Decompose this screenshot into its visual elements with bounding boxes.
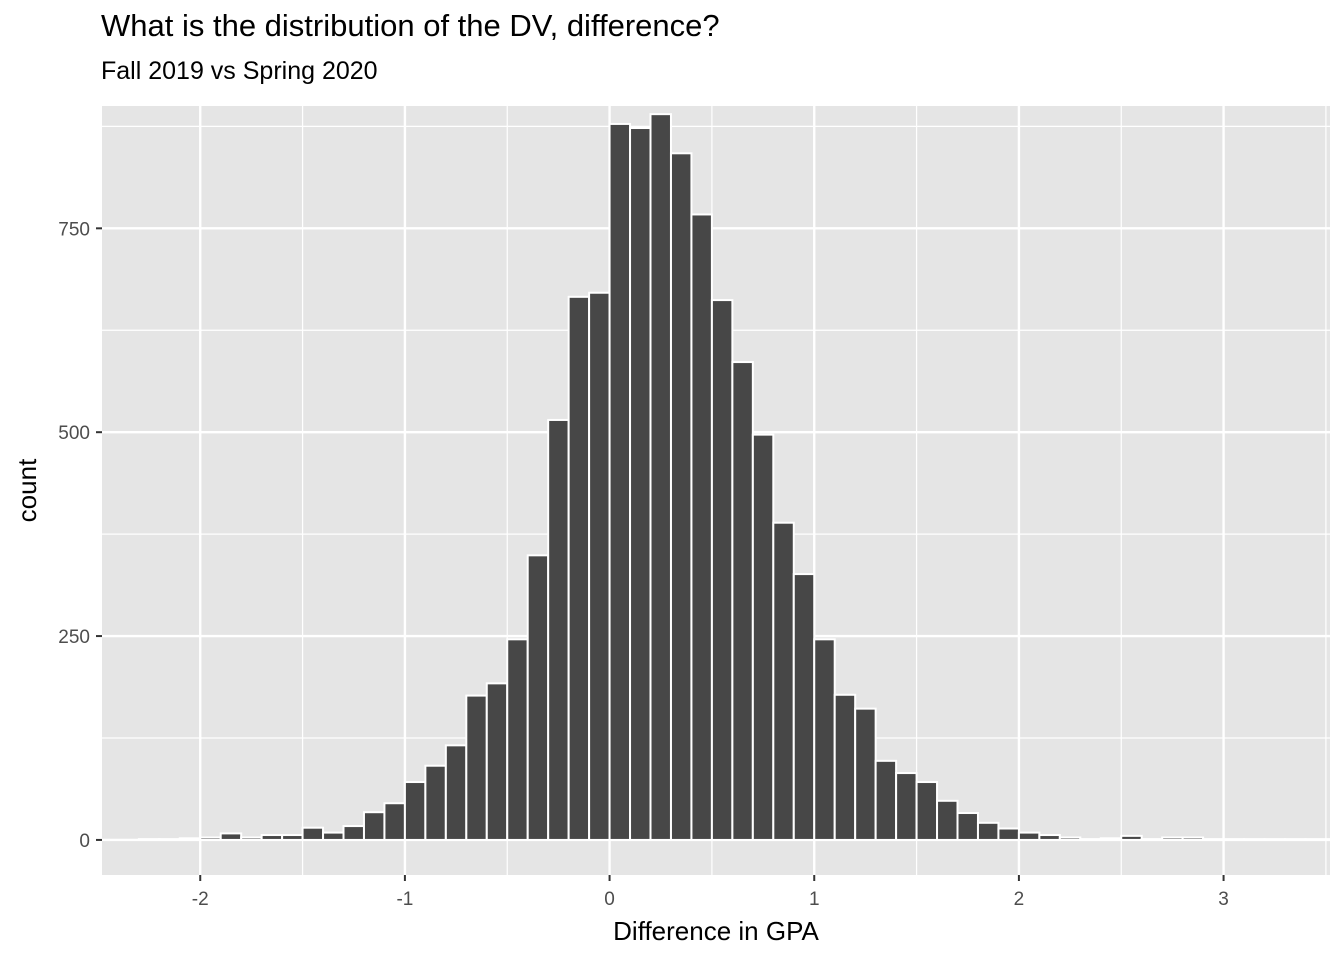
histogram-bar xyxy=(772,521,795,841)
histogram-bar xyxy=(997,827,1020,841)
histogram-bar xyxy=(1283,838,1307,841)
histogram-bar xyxy=(547,418,570,841)
histogram-bar xyxy=(281,834,304,841)
histogram-bar xyxy=(1202,838,1225,841)
histogram-bar xyxy=(444,744,468,841)
histogram-bar xyxy=(137,838,161,841)
histogram-bar xyxy=(649,113,672,841)
histogram-bar xyxy=(976,821,1000,841)
histogram-bar xyxy=(1243,838,1266,841)
histogram-bar xyxy=(362,811,386,841)
histogram-bar xyxy=(731,361,754,841)
axes: -2 -1 0 1 2 3 0 250 500 750 xyxy=(58,219,1229,910)
histogram-bar xyxy=(383,802,406,841)
x-axis-title: Difference in GPA xyxy=(613,916,819,946)
histogram-bar xyxy=(1181,836,1205,841)
histogram-bar xyxy=(854,707,877,841)
histogram-bars xyxy=(137,113,1344,841)
histogram-bar xyxy=(219,832,243,841)
histogram-bar xyxy=(833,693,857,841)
histogram-bar xyxy=(178,837,202,841)
histogram-bar xyxy=(1079,838,1102,841)
histogram-bar xyxy=(1099,837,1123,841)
histogram-bar xyxy=(465,694,488,841)
histogram-bar xyxy=(936,799,959,841)
histogram-bar xyxy=(260,834,284,841)
histogram-bar xyxy=(629,127,652,841)
histogram-bar xyxy=(1161,836,1184,841)
y-tick-label: 750 xyxy=(58,219,90,240)
histogram-bar xyxy=(1058,836,1082,841)
histogram-bar xyxy=(1304,838,1327,841)
histogram-bar xyxy=(1222,838,1246,841)
x-tick-label: 1 xyxy=(809,889,820,910)
histogram-bar xyxy=(1120,834,1143,841)
histogram-bar xyxy=(403,781,427,841)
histogram-bar xyxy=(342,825,365,841)
histogram-bar xyxy=(1140,838,1164,841)
histogram-bar xyxy=(322,831,345,841)
histogram-bar xyxy=(874,759,898,841)
histogram-bar xyxy=(956,812,979,841)
x-tick-label: -1 xyxy=(396,889,413,910)
x-tick-label: -2 xyxy=(192,889,209,910)
histogram-bar xyxy=(1038,834,1061,841)
histogram-bar xyxy=(813,638,836,841)
histogram-bar xyxy=(526,554,550,841)
histogram-bar xyxy=(424,764,447,841)
x-tick-label: 3 xyxy=(1218,889,1229,910)
histogram-bar xyxy=(669,152,693,841)
histogram-bar xyxy=(301,826,325,841)
histogram-bar xyxy=(690,213,713,841)
histogram-bar xyxy=(485,682,509,841)
histogram-bar xyxy=(751,433,775,841)
x-tick-label: 2 xyxy=(1014,889,1025,910)
y-tick-label: 250 xyxy=(58,627,90,648)
y-tick-label: 500 xyxy=(58,423,90,444)
y-tick-label: 0 xyxy=(79,831,90,852)
histogram-bar xyxy=(1263,838,1286,841)
histogram-bar xyxy=(1324,838,1344,841)
histogram-bar xyxy=(792,573,816,841)
histogram-bar xyxy=(588,291,611,841)
chart-title: What is the distribution of the DV, diff… xyxy=(101,8,720,43)
chart-subtitle: Fall 2019 vs Spring 2020 xyxy=(101,57,378,85)
histogram-bar xyxy=(915,781,939,841)
histogram-bar xyxy=(567,295,591,841)
x-tick-label: 0 xyxy=(604,889,615,910)
histogram-bar xyxy=(199,836,222,841)
histogram-bar xyxy=(710,299,734,841)
histogram-bar xyxy=(506,638,529,841)
histogram-bar xyxy=(895,772,918,841)
y-axis-title: count xyxy=(12,458,42,522)
histogram-bar xyxy=(608,122,632,841)
histogram-bar xyxy=(1017,831,1041,841)
histogram-bar xyxy=(158,838,181,841)
histogram-bar xyxy=(240,836,263,841)
